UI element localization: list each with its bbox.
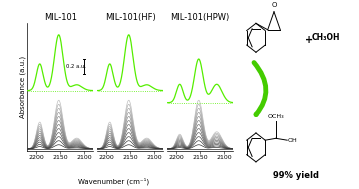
Text: 0.2 a.u.: 0.2 a.u. (66, 64, 86, 69)
Text: +: + (305, 35, 313, 45)
Text: CH₃OH: CH₃OH (312, 33, 341, 42)
Title: MIL-101: MIL-101 (44, 13, 76, 22)
Text: OH: OH (288, 138, 298, 143)
Title: MIL-101(HF): MIL-101(HF) (105, 13, 155, 22)
Text: Wavenumber (cm⁻¹): Wavenumber (cm⁻¹) (78, 178, 149, 185)
Y-axis label: Absorbance (a.u.): Absorbance (a.u.) (19, 56, 25, 118)
Text: OCH₃: OCH₃ (267, 114, 284, 119)
FancyArrowPatch shape (254, 63, 266, 115)
Text: O: O (271, 2, 277, 8)
Text: 99% yield: 99% yield (273, 171, 319, 180)
Title: MIL-101(HPW): MIL-101(HPW) (171, 13, 230, 22)
